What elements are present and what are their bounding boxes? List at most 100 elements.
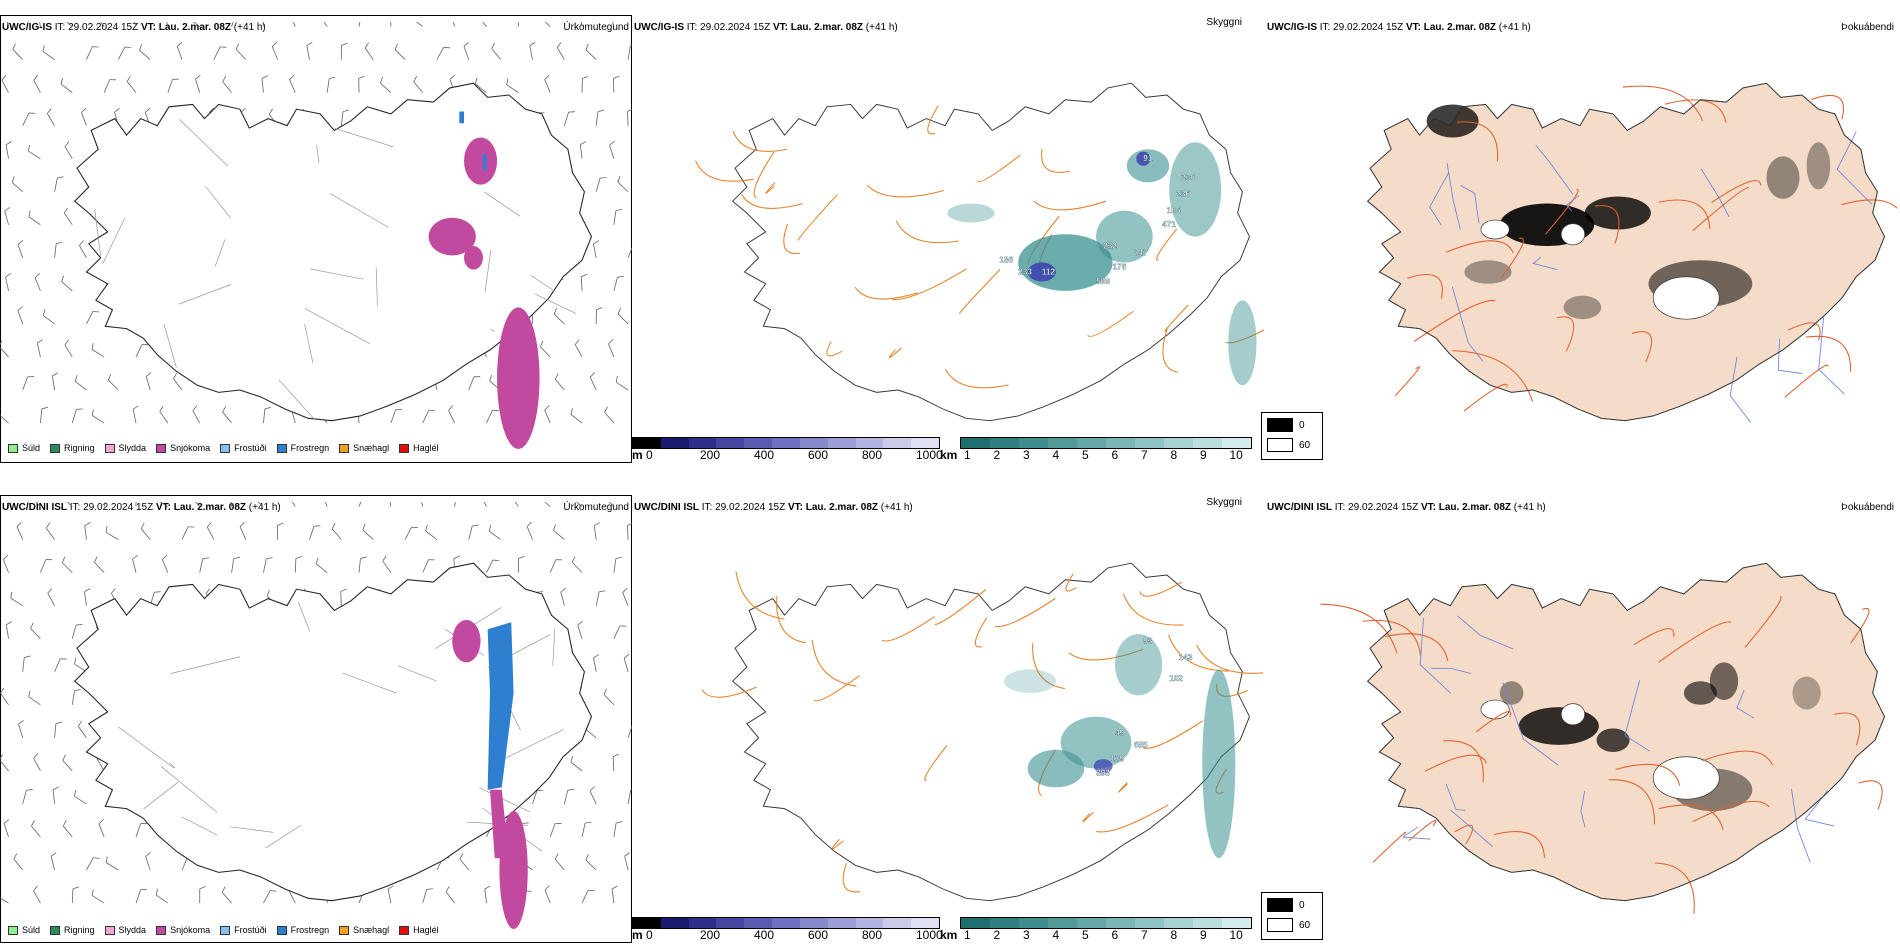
cloud-base-label: 136 — [999, 256, 1013, 265]
fog-legend-label: 60 — [1299, 439, 1311, 451]
wind-barb — [17, 306, 24, 325]
road — [945, 369, 1009, 389]
wind-barb — [47, 588, 55, 606]
colorbar-step — [827, 438, 856, 448]
wind-barb — [318, 22, 328, 27]
map-canvas — [0, 502, 632, 929]
cloud-base-label: 236 — [1181, 173, 1195, 182]
road — [490, 328, 495, 332]
colorbar-step — [1106, 438, 1135, 448]
wind-barb — [95, 22, 105, 27]
fog-area — [1596, 728, 1630, 752]
wind-barb — [230, 502, 232, 507]
wind-barb — [176, 41, 183, 60]
wind-barb — [263, 890, 277, 904]
wind-barb — [22, 789, 33, 805]
fog-legend-item: 60 — [1267, 438, 1310, 452]
wind-barb — [289, 22, 296, 27]
visibility-tick: 4 — [1052, 448, 1060, 462]
wind-barb — [589, 786, 597, 805]
snowfall-area — [452, 619, 481, 663]
wind-barb — [554, 853, 565, 871]
legend-swatch — [156, 443, 167, 453]
wind-barb — [585, 854, 597, 871]
road — [1394, 366, 1420, 397]
visibility-tick: 4 — [1052, 928, 1060, 942]
run-header: UWC/IG-IS IT: 29.02.2024 15Z VT: Lau. 2.… — [634, 22, 898, 34]
road — [701, 686, 757, 698]
wind-barb — [86, 857, 100, 871]
wind-barb — [585, 43, 597, 60]
colorbar-step — [990, 918, 1019, 928]
wind-barb — [1, 75, 9, 93]
wind-barb — [3, 819, 10, 838]
road — [214, 239, 226, 267]
wind-barb — [627, 108, 632, 126]
fog-area — [1766, 156, 1800, 199]
river — [1450, 809, 1493, 848]
road — [375, 267, 378, 306]
legend-item: Frostregn — [276, 443, 329, 453]
colorbar-step — [961, 918, 990, 928]
road — [1841, 199, 1897, 209]
fog-legend: 0 60 — [1261, 412, 1323, 460]
wind-barb — [294, 555, 303, 573]
road — [309, 268, 364, 280]
legend-item: Snjókoma — [156, 443, 210, 453]
road — [1784, 364, 1829, 398]
wind-barb — [563, 111, 575, 126]
fog-area — [1806, 142, 1831, 190]
visibility-tick: 8 — [1170, 928, 1178, 942]
wind-barb — [17, 239, 24, 258]
road — [976, 154, 1021, 183]
snowfall-area — [464, 246, 483, 270]
legend-item: Frostúði — [220, 443, 267, 453]
cloud-base-colorbar — [632, 917, 940, 929]
low-visibility-area — [1004, 669, 1056, 693]
road — [552, 628, 556, 666]
wind-barb — [192, 405, 201, 424]
wind-barb — [91, 889, 105, 904]
wind-barb — [571, 556, 583, 573]
road — [892, 268, 967, 300]
glacier-hofsjokull — [1480, 699, 1510, 720]
it-label: IT: — [69, 502, 81, 513]
road — [934, 589, 987, 625]
lead-time: (+41 h) — [248, 502, 281, 513]
legend-swatch — [220, 443, 231, 453]
wind-barb — [62, 820, 73, 838]
road — [117, 726, 175, 769]
legend-swatch — [156, 925, 167, 935]
cloud-base-label: 471 — [1162, 220, 1176, 229]
legend-label: Snjókoma — [170, 925, 211, 935]
map-canvas — [1367, 82, 1897, 423]
road — [1658, 804, 1724, 830]
wind-barb — [40, 559, 53, 573]
road — [1834, 712, 1861, 746]
wind-barb — [145, 852, 151, 871]
legend-item: Súld — [8, 443, 40, 453]
wind-barb — [0, 895, 9, 904]
road — [888, 347, 902, 359]
wind-barb — [42, 309, 55, 325]
wind-barb — [615, 375, 629, 391]
colorbar-step — [744, 438, 773, 448]
visibility-tick: 5 — [1082, 448, 1089, 462]
visibility-tick: 3 — [1023, 448, 1030, 462]
vt-label: VT: — [1420, 502, 1436, 513]
visibility-unit: km — [940, 928, 958, 942]
run-header: UWC/IG-IS IT: 29.02.2024 15Z VT: Lau. 2.… — [1267, 22, 1531, 34]
wind-barb — [132, 405, 139, 424]
wind-barb — [362, 523, 374, 540]
legend-item: Súld — [8, 925, 40, 935]
legend-swatch — [220, 925, 231, 935]
wind-barb — [544, 885, 551, 904]
wind-barb — [611, 885, 618, 904]
wind-barb — [28, 144, 41, 160]
cloud-base-unit: m — [632, 928, 643, 942]
colorbar-step — [1135, 918, 1164, 928]
wind-barb — [5, 141, 12, 159]
road — [832, 838, 844, 850]
low-cloud-base — [1027, 262, 1056, 282]
wind-barb — [306, 41, 313, 60]
